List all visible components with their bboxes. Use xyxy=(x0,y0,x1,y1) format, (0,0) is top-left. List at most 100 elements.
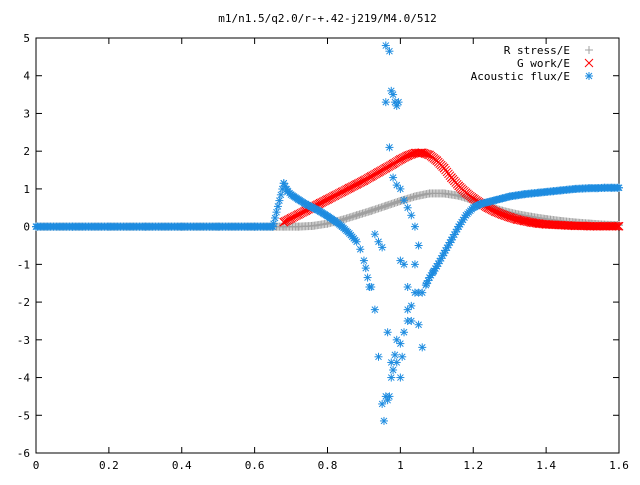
data-point xyxy=(469,203,478,212)
data-point xyxy=(308,221,317,230)
data-point xyxy=(461,188,471,198)
data-point xyxy=(410,148,420,158)
x-tick-label: 1.6 xyxy=(609,459,629,472)
data-point xyxy=(563,185,572,194)
legend-marker xyxy=(585,46,593,54)
data-point xyxy=(330,216,339,225)
data-point xyxy=(461,211,470,220)
data-point xyxy=(578,184,587,193)
data-point xyxy=(279,179,288,188)
legend-marker xyxy=(584,58,594,68)
data-point xyxy=(293,210,303,219)
data-point xyxy=(367,283,376,291)
data-point xyxy=(493,208,503,218)
data-point xyxy=(330,191,340,201)
data-point xyxy=(520,190,529,199)
data-point xyxy=(585,184,594,193)
data-point xyxy=(614,221,624,231)
data-point xyxy=(527,189,536,198)
data-point xyxy=(352,237,361,246)
data-point xyxy=(381,163,391,173)
data-point xyxy=(68,222,77,231)
data-point xyxy=(381,41,390,50)
y-tick-label: 1 xyxy=(23,183,30,196)
data-point xyxy=(374,167,383,177)
data-point xyxy=(490,207,500,216)
data-point xyxy=(556,186,565,195)
data-point xyxy=(268,222,277,231)
data-point xyxy=(476,200,485,208)
data-point xyxy=(359,256,368,265)
data-point xyxy=(381,201,390,210)
data-point xyxy=(400,260,409,269)
data-point xyxy=(541,220,551,229)
data-point xyxy=(498,210,507,219)
data-point xyxy=(468,193,478,203)
data-point xyxy=(389,173,398,182)
legend-label: G work/E xyxy=(517,57,570,70)
data-point xyxy=(287,190,296,199)
data-point xyxy=(414,320,423,329)
data-point xyxy=(549,220,558,230)
data-point xyxy=(429,267,438,276)
data-point xyxy=(337,187,347,197)
data-point xyxy=(483,198,492,207)
data-point xyxy=(394,98,403,107)
data-point xyxy=(352,211,361,220)
data-point xyxy=(381,98,390,107)
data-point xyxy=(383,396,392,405)
data-point xyxy=(454,222,463,231)
data-point xyxy=(273,202,282,211)
legend-label: R stress/E xyxy=(504,44,570,57)
data-point xyxy=(425,150,434,160)
data-point xyxy=(423,150,433,159)
data-point xyxy=(403,151,413,161)
data-point xyxy=(387,373,396,382)
y-tick-label: -1 xyxy=(17,258,30,271)
data-point xyxy=(454,191,463,200)
data-point xyxy=(403,283,412,291)
data-point xyxy=(410,222,419,231)
data-point xyxy=(607,221,617,231)
data-point xyxy=(432,156,442,165)
data-point xyxy=(32,222,40,231)
data-point xyxy=(308,203,317,212)
x-tick-label: 1.4 xyxy=(536,459,556,472)
data-point xyxy=(563,221,573,230)
data-point xyxy=(279,217,289,227)
data-point xyxy=(403,203,412,212)
data-point xyxy=(534,219,544,228)
data-point xyxy=(294,195,303,204)
data-point xyxy=(396,155,405,164)
data-point xyxy=(398,352,407,361)
data-point xyxy=(374,237,383,246)
data-point xyxy=(607,183,616,192)
data-point xyxy=(454,181,464,191)
data-point xyxy=(374,352,383,361)
data-point xyxy=(385,143,394,152)
data-point xyxy=(272,208,281,217)
data-point xyxy=(383,328,392,337)
series-acoustic-flux-e xyxy=(32,41,623,425)
data-point xyxy=(542,187,551,196)
data-point xyxy=(400,196,409,205)
data-point xyxy=(440,249,449,258)
data-point xyxy=(214,222,223,231)
data-point xyxy=(498,194,507,203)
data-point xyxy=(177,222,186,231)
data-point xyxy=(592,221,602,231)
x-tick-label: 1 xyxy=(397,459,404,472)
data-point xyxy=(275,196,284,205)
series-g-work-e xyxy=(279,148,624,231)
data-point xyxy=(396,339,405,348)
data-point xyxy=(363,273,372,282)
y-tick-label: 5 xyxy=(23,32,30,45)
y-tick-label: -3 xyxy=(17,334,30,347)
data-point xyxy=(447,173,456,182)
data-point xyxy=(345,183,354,193)
y-tick-label: 4 xyxy=(23,70,30,83)
legend-label: Acoustic flux/E xyxy=(471,70,570,83)
axis-ticks: 0 0.2 0.4 0.6 0.8 1 1.2 1.4 1.6 -6 -5 -4 -3 -2 -1 0 1 2 3 4… xyxy=(17,32,629,472)
